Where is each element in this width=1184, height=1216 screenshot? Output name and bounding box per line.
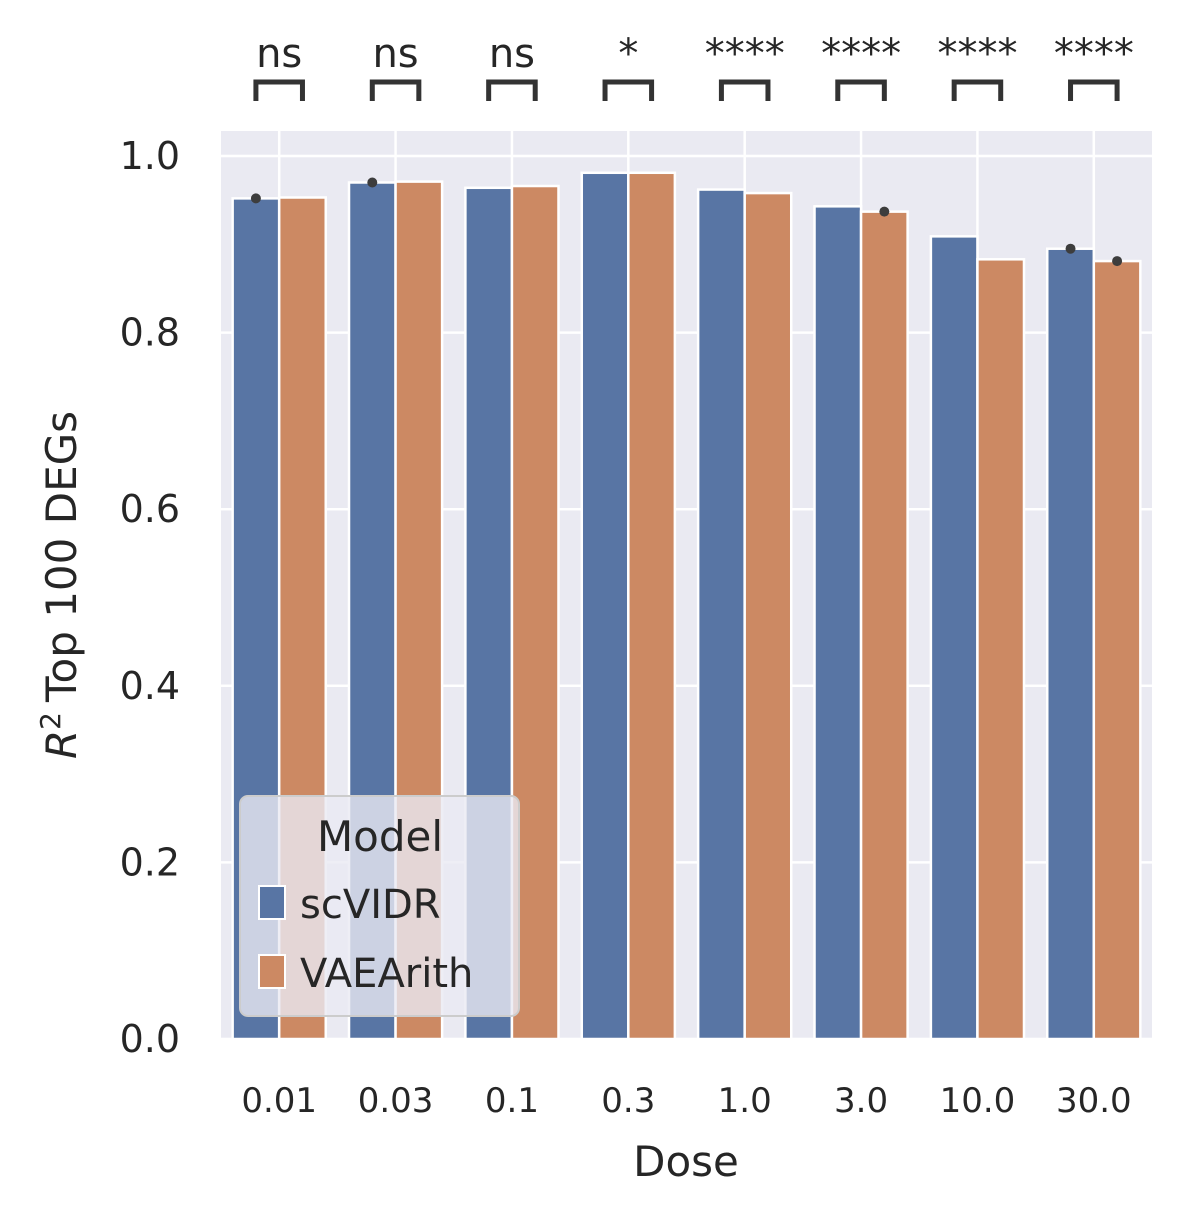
y-tick-label-5: 1.0: [120, 134, 180, 178]
significance-bracket-4: [718, 79, 771, 101]
legend-swatch-vaearith: [258, 954, 286, 989]
y-tick-label-0: 0.0: [120, 1017, 180, 1061]
bar-scvidr-3-0: [813, 205, 863, 1041]
significance-label-1: ns: [372, 31, 418, 77]
bar-vaearith-30-0: [1092, 259, 1142, 1041]
significance-bracket-5: [835, 79, 887, 101]
error-point-4: [1112, 256, 1123, 267]
error-point-0: [250, 193, 261, 204]
x-axis-label: Dose: [633, 1137, 739, 1186]
significance-label-2: ns: [489, 31, 535, 77]
bar-scvidr-1-0: [696, 188, 746, 1041]
legend-box: [239, 795, 520, 1017]
bars: [231, 171, 1142, 1041]
error-point-3: [1065, 243, 1076, 254]
x-tick-label-30-0: 30.0: [1056, 1081, 1132, 1121]
significance-bracket-3: [602, 79, 655, 101]
significance-bracket-7: [1068, 79, 1120, 101]
significance-label-5: ****: [821, 31, 901, 77]
significance-label-3: *: [618, 31, 638, 77]
significance-label-4: ****: [705, 31, 785, 77]
bar-vaearith-3-0: [859, 210, 909, 1041]
significance-label-7: ****: [1054, 31, 1134, 77]
y-axis-label: R2 Top 100 DEGs: [34, 411, 86, 759]
legend-title: Model: [317, 812, 443, 861]
y-tick-label-4: 0.8: [120, 311, 180, 355]
bar-scvidr-0-3: [580, 171, 630, 1041]
x-tick-label-0-01: 0.01: [241, 1081, 317, 1121]
bar-vaearith-10-0: [976, 258, 1026, 1041]
significance-bracket-1: [369, 79, 422, 101]
y-ticks: 0.0 0.2 0.4 0.6 0.8 1.0: [120, 134, 180, 1061]
x-tick-label-0-03: 0.03: [358, 1081, 434, 1121]
legend-label-scvidr: scVIDR: [300, 882, 441, 928]
significance-bracket-6: [951, 79, 1004, 101]
error-points: [250, 177, 1123, 267]
y-axis-label-superscript: 2: [34, 712, 67, 730]
significance-bracket-0: [253, 79, 305, 101]
legend-swatch-scvidr: [258, 885, 286, 920]
y-tick-label-2: 0.4: [120, 664, 180, 708]
x-tick-label-0-3: 0.3: [601, 1081, 655, 1121]
error-point-2: [879, 206, 890, 217]
x-tick-label-10-0: 10.0: [940, 1081, 1016, 1121]
significance-label-6: ****: [937, 31, 1017, 77]
bar-scvidr-30-0: [1046, 247, 1096, 1041]
x-tick-label-1-0: 1.0: [718, 1081, 772, 1121]
x-ticks: 0.01 0.03 0.1 0.3 1.0 3.0 10.0 30.0: [241, 1081, 1131, 1121]
significance-label-0: ns: [256, 31, 302, 77]
bar-scvidr-10-0: [929, 235, 979, 1041]
bar-vaearith-0-3: [627, 171, 677, 1041]
y-axis-label-symbol: R: [37, 730, 86, 759]
y-tick-label-1: 0.2: [120, 840, 180, 884]
x-tick-label-0-1: 0.1: [485, 1081, 539, 1121]
legend-label-vaearith: VAEArith: [300, 951, 473, 997]
significance-bracket-2: [486, 79, 538, 101]
legend: Model scVIDR VAEArith: [239, 795, 520, 1017]
error-point-1: [367, 177, 378, 188]
x-tick-label-3-0: 3.0: [834, 1081, 888, 1121]
significance-annotations: ns ns ns * **** **** **** ****: [253, 31, 1134, 101]
y-tick-label-3: 0.6: [120, 487, 180, 531]
y-axis-label-text: Top 100 DEGs: [37, 411, 86, 703]
bar-vaearith-1-0: [743, 191, 793, 1041]
